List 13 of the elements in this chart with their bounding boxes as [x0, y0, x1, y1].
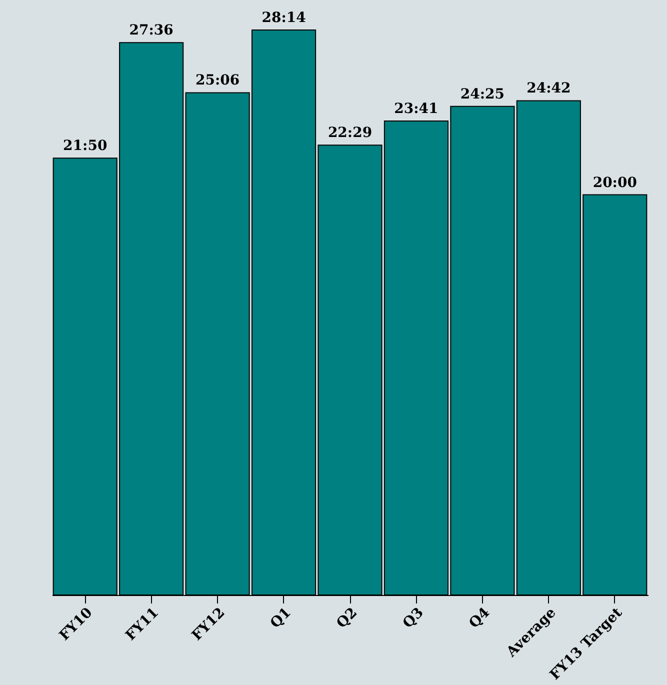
- x-tick-label: Q2: [334, 604, 361, 632]
- data-label: 21:50: [63, 138, 108, 154]
- data-label: 20:00: [592, 174, 638, 191]
- data-label: 28:14: [262, 10, 306, 26]
- data-label: 24:25: [460, 86, 505, 102]
- data-label: 24:42: [526, 80, 571, 97]
- x-tick-label: Q3: [400, 604, 427, 632]
- data-label: 22:29: [328, 125, 372, 142]
- x-tick-label: Q4: [466, 604, 494, 632]
- data-label: 27:36: [129, 22, 174, 39]
- data-label: 25:06: [195, 72, 240, 89]
- data-label: 23:41: [394, 101, 438, 118]
- x-tick-label: Q1: [268, 604, 294, 632]
